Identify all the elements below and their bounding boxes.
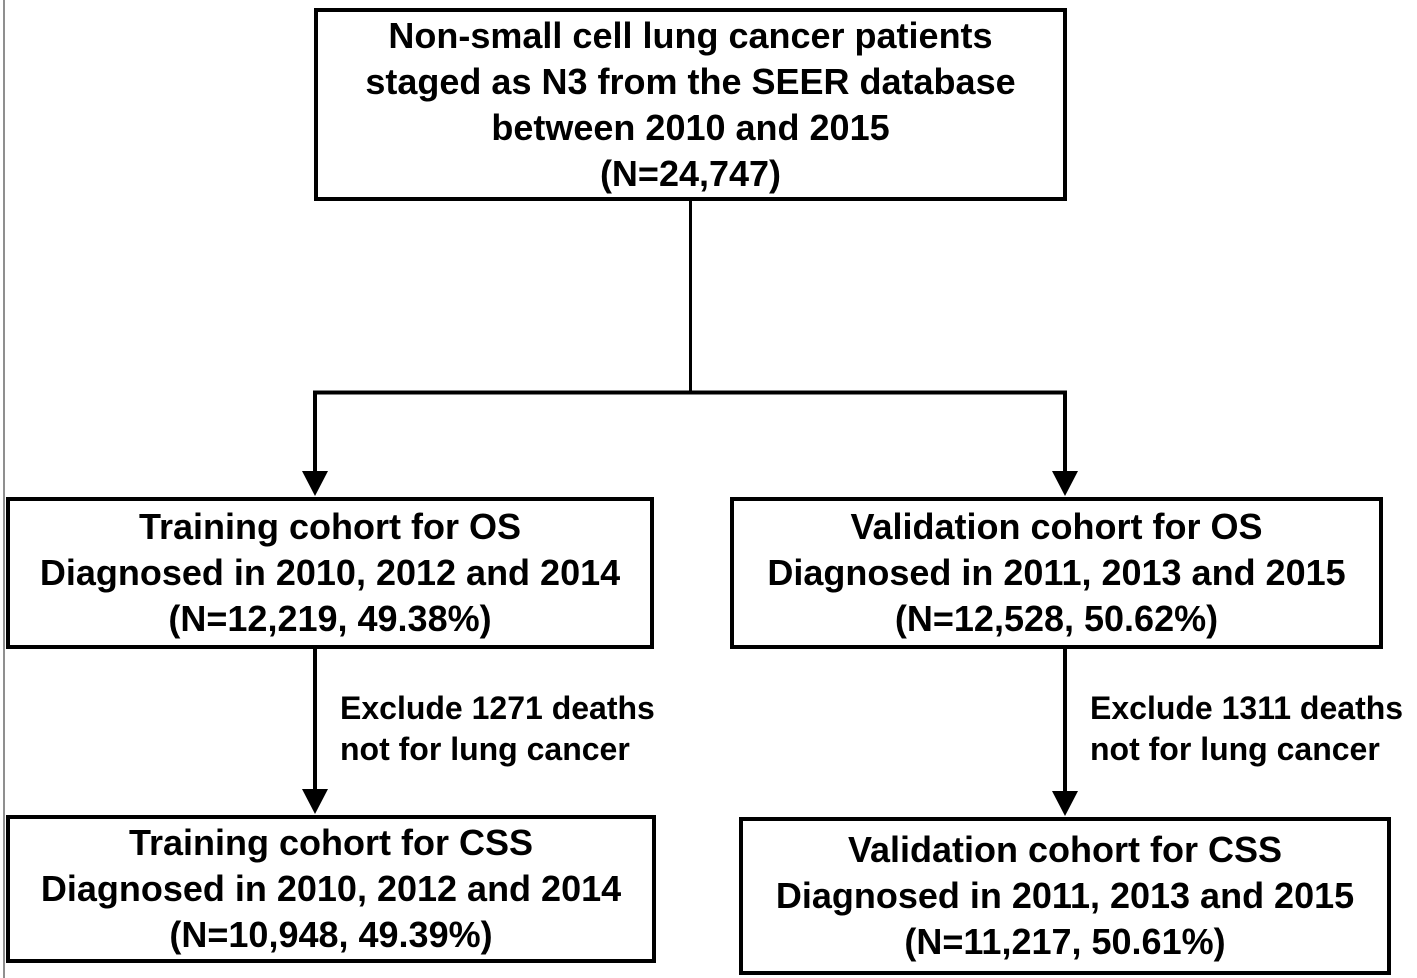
node-validation-cohort-css: Validation cohort for CSS Diagnosed in 2… <box>739 817 1391 975</box>
arrowhead-right-css <box>1052 791 1078 816</box>
node-text-line: Diagnosed in 2010, 2012 and 2014 <box>40 868 622 909</box>
edge-label-line: not for lung cancer <box>340 731 630 767</box>
arrowhead-right-os <box>1052 471 1078 496</box>
arrowhead-left-css <box>302 789 328 814</box>
node-title: Validation cohort for CSS <box>847 829 1283 870</box>
node-validation-cohort-os: Validation cohort for OS Diagnosed in 20… <box>730 497 1383 649</box>
node-title: Training cohort for OS <box>138 506 521 547</box>
arrowhead-left-os <box>302 471 328 496</box>
node-source-population: Non-small cell lung cancer patients stag… <box>314 8 1067 201</box>
node-training-cohort-css: Training cohort for CSS Diagnosed in 201… <box>6 815 656 963</box>
node-count: (N=12,528, 50.62%) <box>894 598 1219 639</box>
node-text-line: between 2010 and 2015 <box>491 106 890 148</box>
node-text-line: Diagnosed in 2011, 2013 and 2015 <box>767 552 1346 593</box>
node-count: (N=10,948, 49.39%) <box>169 914 493 955</box>
node-training-cohort-os: Training cohort for OS Diagnosed in 2010… <box>6 497 654 649</box>
edge-label-left-exclusion: Exclude 1271 deaths not for lung cancer <box>340 688 655 770</box>
node-text-line: Non-small cell lung cancer patients <box>388 14 993 56</box>
node-text-line: Diagnosed in 2010, 2012 and 2014 <box>39 552 621 593</box>
node-count: (N=12,219, 49.38%) <box>168 598 492 639</box>
edge-label-line: not for lung cancer <box>1090 731 1380 767</box>
node-count: (N=11,217, 50.61%) <box>904 921 1226 962</box>
edge-label-right-exclusion: Exclude 1311 deaths not for lung cancer <box>1090 688 1403 770</box>
node-text-line: staged as N3 from the SEER database <box>365 60 1016 102</box>
node-count: (N=24,747) <box>599 152 782 194</box>
edge-label-line: Exclude 1311 deaths <box>1090 690 1404 726</box>
edge-label-line: Exclude 1271 deaths <box>340 690 655 726</box>
node-title: Validation cohort for OS <box>850 506 1263 547</box>
node-text-line: Diagnosed in 2011, 2013 and 2015 <box>775 875 1355 916</box>
node-title: Training cohort for CSS <box>128 822 533 863</box>
